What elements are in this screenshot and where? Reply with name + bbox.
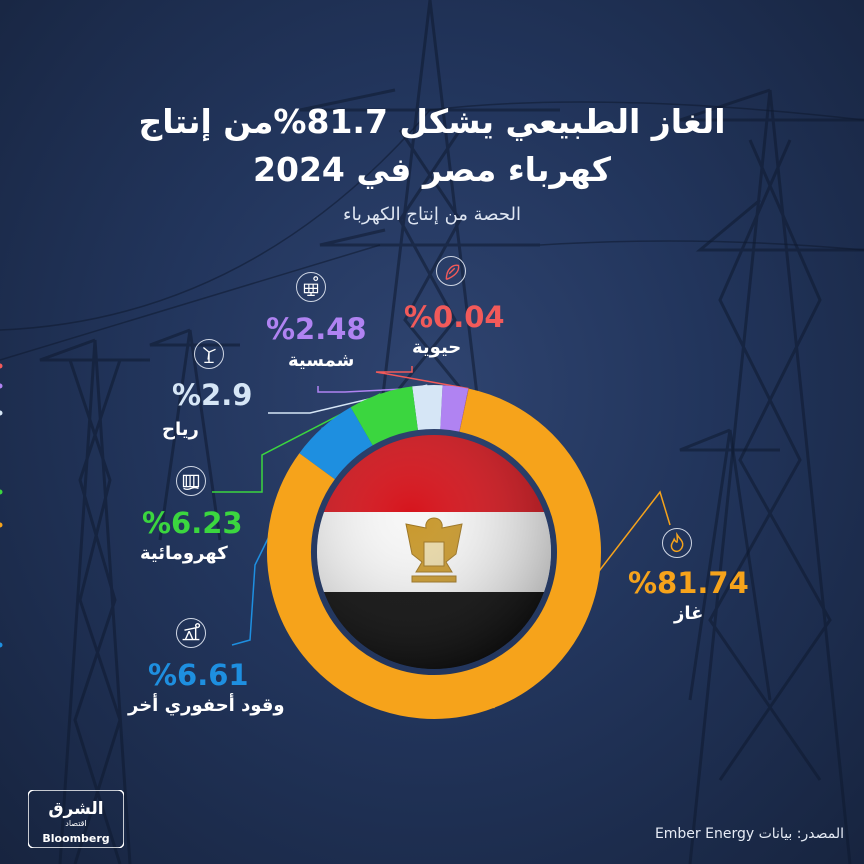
bio-label: حيوية (412, 337, 462, 358)
gas-value: %81.74 (628, 566, 749, 600)
egypt-flag (317, 435, 551, 669)
chart-subtitle: الحصة من إنتاج الكهرباء (342, 204, 522, 225)
hydro-label: كهرومائية (140, 543, 228, 564)
leader-dot-gas (0, 522, 3, 528)
leader-line-bio (375, 366, 469, 390)
wind-turbine-icon (194, 339, 224, 369)
leader-dot-hydro (0, 489, 3, 495)
donut-ring (267, 385, 601, 719)
logo-brand: Bloomberg (42, 832, 109, 845)
flame-icon (662, 528, 692, 558)
leader-dot-solar (0, 383, 3, 389)
donut-segment-wind (412, 385, 443, 431)
wind-value: %2.9 (172, 378, 253, 412)
bio-leaf-icon (436, 256, 466, 286)
oil-pump-icon (176, 618, 206, 648)
gas-label: غاز (674, 603, 704, 624)
leader-dot-bio (0, 363, 3, 369)
dam-icon (176, 466, 206, 496)
logo-sub: اقتصاد (65, 819, 86, 828)
chart-title-line1: الغاز الطبيعي يشكل 81.7%من إنتاج (138, 102, 726, 141)
logo-main: الشرق (48, 799, 103, 819)
donut-segment-solar (439, 385, 469, 432)
solar-label: شمسية (288, 350, 355, 371)
donut-segment-fossil (299, 407, 374, 480)
solar-value: %2.48 (266, 312, 367, 346)
source-note: المصدر: بيانات Ember Energy (654, 826, 844, 842)
hydro-value: %6.23 (142, 506, 243, 540)
leader-dot-fossil (0, 642, 3, 648)
donut-segment-hydro (350, 386, 419, 446)
bio-value: %0.04 (404, 300, 505, 334)
asharq-bloomberg-logo: الشرق اقتصاد Bloomberg (28, 790, 124, 848)
leader-line-hydro (212, 393, 381, 493)
wind-label: رياح (162, 419, 199, 440)
leader-dot-wind (0, 410, 3, 416)
chart-title-line2: كهرباء مصر في 2024 (253, 150, 611, 189)
solar-panel-icon (296, 272, 326, 302)
fossil-label: وقود أحفوري أخر (128, 695, 285, 716)
fossil-value: %6.61 (148, 658, 249, 692)
donut-segment-gas (267, 388, 601, 719)
